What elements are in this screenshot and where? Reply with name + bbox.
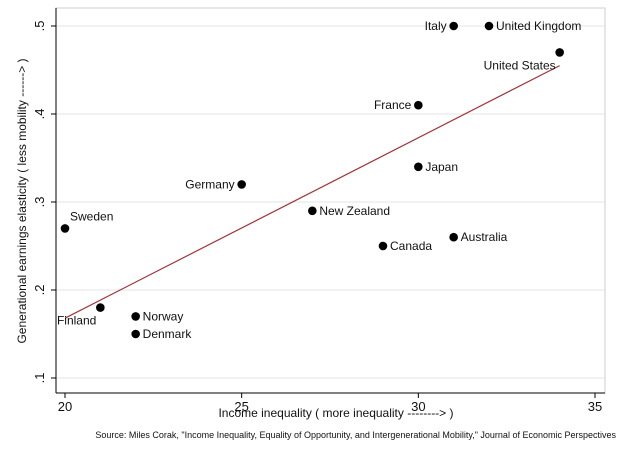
point-label: United Kingdom <box>496 19 581 33</box>
point-labels: Italy United Kingdom United States France Ja… <box>57 19 581 341</box>
y-axis-label: Generational earnings elasticity ( less … <box>15 58 29 343</box>
x-tick-label: 25 <box>234 399 248 414</box>
point-label: Finland <box>57 314 96 328</box>
point-label: United States <box>484 58 556 72</box>
fit-line <box>64 65 560 319</box>
data-point <box>131 312 140 321</box>
x-tick-label: 30 <box>411 399 425 414</box>
point-label: Italy <box>425 19 447 33</box>
data-point <box>237 180 246 189</box>
data-point <box>555 48 564 57</box>
data-points <box>60 21 564 339</box>
y-tick-label: .1 <box>32 373 47 384</box>
x-tick-label: 35 <box>588 399 602 414</box>
y-tick-label: .4 <box>32 109 47 120</box>
data-point <box>449 21 458 31</box>
point-label: Australia <box>461 230 508 244</box>
point-label: Denmark <box>143 327 193 341</box>
data-point <box>449 232 458 242</box>
data-point <box>308 206 317 216</box>
point-label: New Zealand <box>319 204 390 218</box>
x-tick-label: 20 <box>58 399 72 414</box>
axes: .1 .2 .3 .4 .5 20 25 30 35 <box>32 7 606 414</box>
data-point <box>484 21 494 31</box>
y-tick-label: .3 <box>32 197 47 208</box>
data-point <box>378 241 388 251</box>
y-tick-label: .2 <box>32 285 47 296</box>
x-axis-label: Income inequality ( more inequality ----… <box>218 406 453 420</box>
data-point <box>60 224 70 233</box>
point-label: Japan <box>425 160 458 174</box>
point-label: Sweden <box>70 209 113 223</box>
source-note: Source: Miles Corak, "Income Inequality,… <box>95 430 616 440</box>
point-label: Germany <box>185 177 234 191</box>
point-label: Norway <box>143 309 184 323</box>
point-label: France <box>374 98 412 112</box>
y-tick-label: .5 <box>32 21 47 32</box>
data-point <box>414 162 423 172</box>
grid-lines <box>56 25 605 379</box>
data-point <box>414 100 423 110</box>
fit-line-layer <box>64 65 560 319</box>
point-label: Canada <box>390 239 432 253</box>
data-point <box>131 329 140 339</box>
data-point <box>96 303 105 312</box>
